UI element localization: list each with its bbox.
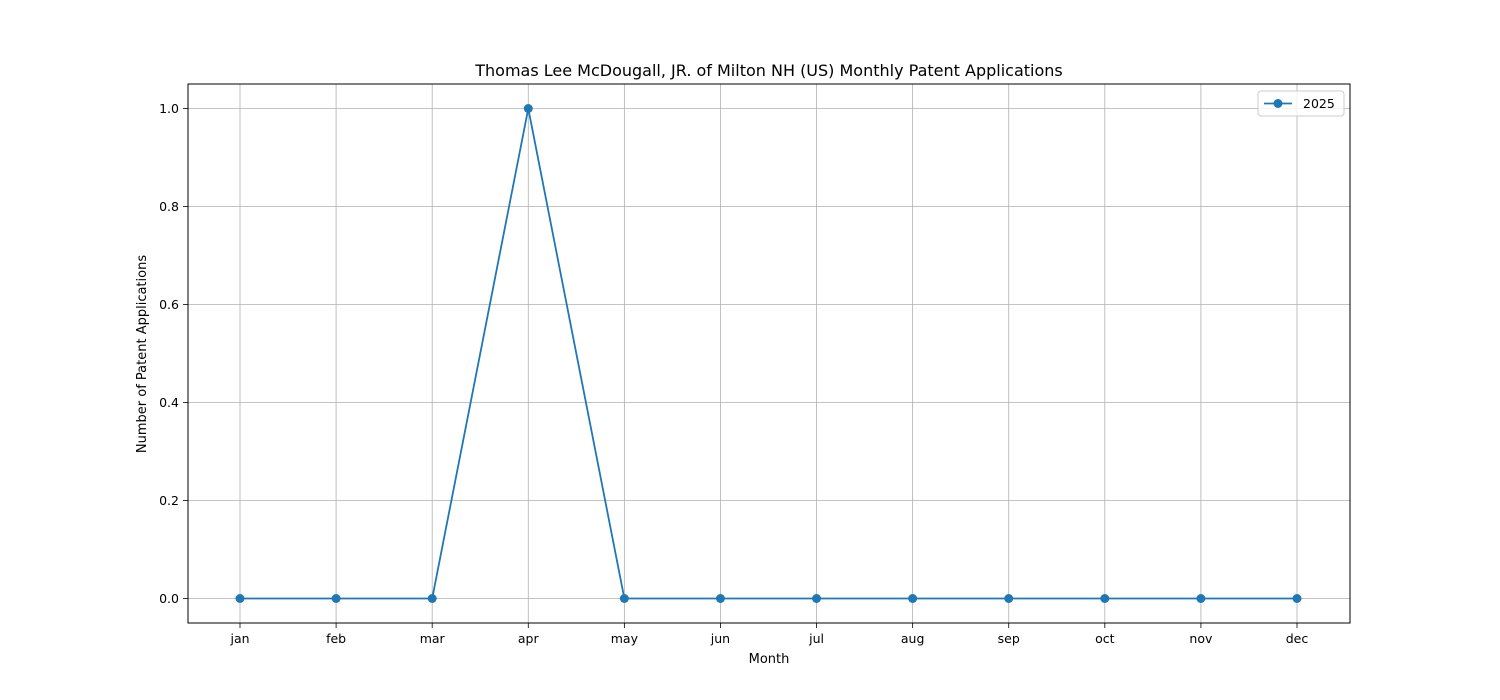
y-tick-label: 0.8 bbox=[159, 199, 179, 214]
x-tick-label: sep bbox=[998, 631, 1020, 646]
x-tick-label: aug bbox=[901, 631, 925, 646]
data-point bbox=[1196, 594, 1206, 603]
series-layer bbox=[235, 104, 1302, 603]
data-point bbox=[523, 104, 533, 113]
y-axis: 0.0 0.2 0.4 0.6 0.8 1.0 bbox=[159, 101, 188, 606]
legend: 2025 bbox=[1257, 90, 1345, 117]
legend-point-marker bbox=[1273, 99, 1283, 108]
x-tick-label: may bbox=[611, 631, 639, 646]
data-point bbox=[331, 594, 341, 603]
chart-title: Thomas Lee McDougall, JR. of Milton NH (… bbox=[474, 61, 1062, 80]
legend-series-label: 2025 bbox=[1303, 96, 1335, 111]
data-point bbox=[715, 594, 725, 603]
x-axis-label: Month bbox=[749, 652, 790, 667]
data-point bbox=[1292, 594, 1302, 603]
legend-box bbox=[1257, 90, 1345, 117]
data-point bbox=[427, 594, 437, 603]
data-point bbox=[1004, 594, 1014, 603]
x-tick-label: jun bbox=[710, 631, 730, 646]
plot-area-frame bbox=[187, 83, 1351, 624]
data-point bbox=[619, 594, 629, 603]
x-tick-label: nov bbox=[1189, 631, 1213, 646]
y-tick-label: 0.6 bbox=[159, 297, 179, 312]
data-point bbox=[908, 594, 918, 603]
y-tick-label: 0.2 bbox=[159, 493, 179, 508]
x-tick-label: mar bbox=[420, 631, 446, 646]
data-point bbox=[812, 594, 822, 603]
grid bbox=[188, 84, 1350, 623]
x-tick-label: apr bbox=[518, 631, 540, 646]
x-tick-label: oct bbox=[1095, 631, 1115, 646]
x-tick-label: dec bbox=[1286, 631, 1309, 646]
series-line bbox=[240, 108, 1297, 600]
y-axis-label: Number of Patent Applications bbox=[135, 255, 150, 453]
x-axis: jan feb mar apr may jun jul aug sep oct nov dec bbox=[229, 623, 1308, 646]
data-point bbox=[1100, 594, 1110, 603]
y-tick-label: 0.0 bbox=[159, 591, 179, 606]
data-point bbox=[235, 594, 245, 603]
y-tick-label: 0.4 bbox=[159, 395, 179, 410]
x-tick-label: jan bbox=[229, 631, 249, 646]
x-tick-label: feb bbox=[326, 631, 346, 646]
x-tick-label: jul bbox=[808, 631, 824, 646]
y-tick-label: 1.0 bbox=[159, 101, 179, 116]
